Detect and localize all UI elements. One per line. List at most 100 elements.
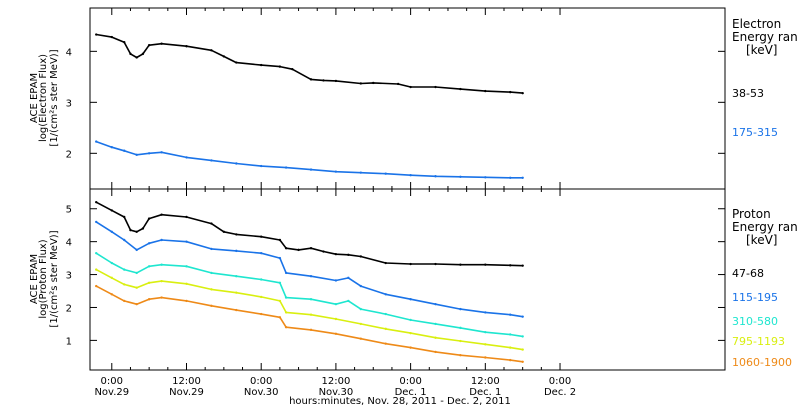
proton-point-795-1193 bbox=[95, 268, 98, 271]
proton-line-1060-1900 bbox=[95, 285, 523, 363]
proton-point-115-195 bbox=[260, 251, 263, 255]
proton-series-795-1193 bbox=[95, 268, 524, 351]
xtick-time-label: 0:00 bbox=[399, 376, 421, 387]
proton-point-47-68 bbox=[185, 215, 188, 219]
proton-point-1060-1900 bbox=[135, 302, 138, 306]
proton-point-115-195 bbox=[384, 293, 387, 296]
proton-point-47-68 bbox=[297, 248, 300, 252]
proton-legend-47-68: 47-68 bbox=[732, 267, 764, 280]
proton-point-47-68 bbox=[135, 230, 138, 233]
proton-point-47-68 bbox=[147, 217, 151, 220]
electron-point-175-315 bbox=[235, 162, 238, 165]
proton-point-795-1193 bbox=[359, 322, 363, 326]
proton-point-795-1193 bbox=[135, 286, 138, 289]
proton-point-795-1193 bbox=[278, 299, 282, 303]
electron-point-175-315 bbox=[185, 156, 188, 159]
electron-point-38-53 bbox=[372, 81, 375, 85]
proton-series-115-195 bbox=[95, 220, 524, 318]
proton-point-115-195 bbox=[95, 220, 98, 224]
xtick-time-label: 12:00 bbox=[471, 376, 500, 387]
proton-point-1060-1900 bbox=[210, 304, 213, 308]
electron-point-38-53 bbox=[359, 82, 363, 85]
proton-point-47-68 bbox=[222, 230, 226, 233]
proton-point-310-580 bbox=[278, 281, 282, 284]
proton-point-1060-1900 bbox=[459, 353, 462, 357]
electron-ytick-label: 3 bbox=[66, 98, 72, 109]
electron-point-175-315 bbox=[110, 145, 113, 149]
proton-point-115-195 bbox=[484, 311, 487, 314]
proton-point-795-1193 bbox=[185, 282, 188, 285]
electron-point-175-315 bbox=[409, 174, 412, 177]
electron-point-175-315 bbox=[210, 159, 213, 162]
proton-legend-795-1193: 795-1193 bbox=[732, 335, 785, 348]
electron-point-175-315 bbox=[484, 176, 487, 179]
electron-series-175-315 bbox=[95, 140, 524, 179]
electron-point-38-53 bbox=[110, 35, 113, 39]
electron-point-175-315 bbox=[260, 164, 263, 168]
electron-point-38-53 bbox=[484, 89, 487, 93]
proton-point-47-68 bbox=[260, 235, 263, 238]
proton-point-47-68 bbox=[235, 233, 238, 236]
proton-point-115-195 bbox=[309, 275, 313, 278]
electron-legend-unit: [keV] bbox=[746, 43, 777, 57]
proton-point-115-195 bbox=[278, 256, 282, 260]
electron-series-group bbox=[95, 33, 524, 179]
proton-point-1060-1900 bbox=[484, 356, 487, 359]
electron-ylabel-line1: ACE EPAM bbox=[29, 73, 40, 123]
proton-point-310-580 bbox=[95, 251, 98, 255]
proton-point-1060-1900 bbox=[434, 350, 437, 354]
proton-point-47-68 bbox=[334, 252, 338, 256]
xtick-time-label: 12:00 bbox=[172, 376, 201, 387]
proton-point-310-580 bbox=[509, 333, 512, 336]
electron-y-ticks: 2 3 4 bbox=[66, 47, 725, 160]
electron-point-175-315 bbox=[160, 151, 163, 154]
proton-point-47-68 bbox=[484, 263, 487, 266]
proton-point-47-68 bbox=[384, 261, 387, 265]
proton-point-47-68 bbox=[110, 209, 113, 212]
proton-point-115-195 bbox=[434, 302, 437, 306]
electron-point-175-315 bbox=[434, 175, 437, 178]
electron-legend-subtitle: Energy ran bbox=[732, 30, 798, 44]
proton-ytick-label: 2 bbox=[66, 303, 72, 314]
proton-point-795-1193 bbox=[260, 295, 263, 299]
electron-ylabel-line2: log(Electron Flux) bbox=[38, 54, 49, 142]
electron-ytick-label: 2 bbox=[66, 149, 72, 160]
proton-point-115-195 bbox=[160, 238, 163, 242]
electron-point-38-53 bbox=[135, 56, 138, 59]
proton-point-115-195 bbox=[135, 248, 138, 252]
electron-point-175-315 bbox=[147, 152, 151, 155]
proton-point-795-1193 bbox=[160, 279, 163, 283]
proton-point-310-580 bbox=[334, 302, 338, 306]
electron-point-175-315 bbox=[459, 175, 462, 178]
proton-point-795-1193 bbox=[384, 327, 387, 331]
proton-point-310-580 bbox=[484, 330, 487, 334]
electron-point-38-53 bbox=[141, 52, 145, 56]
proton-point-310-580 bbox=[110, 261, 113, 265]
proton-point-310-580 bbox=[521, 335, 524, 338]
electron-point-175-315 bbox=[359, 171, 363, 174]
proton-point-310-580 bbox=[347, 299, 350, 303]
electron-point-175-315 bbox=[135, 153, 138, 157]
proton-point-115-195 bbox=[185, 240, 188, 243]
proton-point-115-195 bbox=[509, 313, 512, 316]
proton-series-47-68 bbox=[95, 200, 524, 267]
proton-point-47-68 bbox=[459, 263, 462, 266]
proton-point-310-580 bbox=[309, 298, 313, 301]
electron-point-38-53 bbox=[521, 91, 524, 95]
proton-point-795-1193 bbox=[509, 346, 512, 349]
proton-point-47-68 bbox=[141, 227, 145, 230]
proton-series-310-580 bbox=[95, 251, 524, 338]
proton-point-1060-1900 bbox=[260, 312, 263, 316]
proton-point-795-1193 bbox=[210, 288, 213, 291]
electron-ylabel-line3: [1/(cm²s ster MeV)] bbox=[49, 49, 60, 146]
proton-point-115-195 bbox=[110, 230, 113, 233]
xtick-date-label: Dec. 1 bbox=[469, 387, 501, 398]
proton-point-1060-1900 bbox=[95, 284, 98, 288]
proton-point-47-68 bbox=[210, 222, 213, 225]
proton-point-47-68 bbox=[160, 213, 163, 216]
proton-point-47-68 bbox=[322, 250, 325, 253]
electron-point-38-53 bbox=[309, 78, 313, 81]
proton-point-1060-1900 bbox=[235, 308, 238, 312]
proton-ytick-label: 5 bbox=[66, 205, 72, 216]
